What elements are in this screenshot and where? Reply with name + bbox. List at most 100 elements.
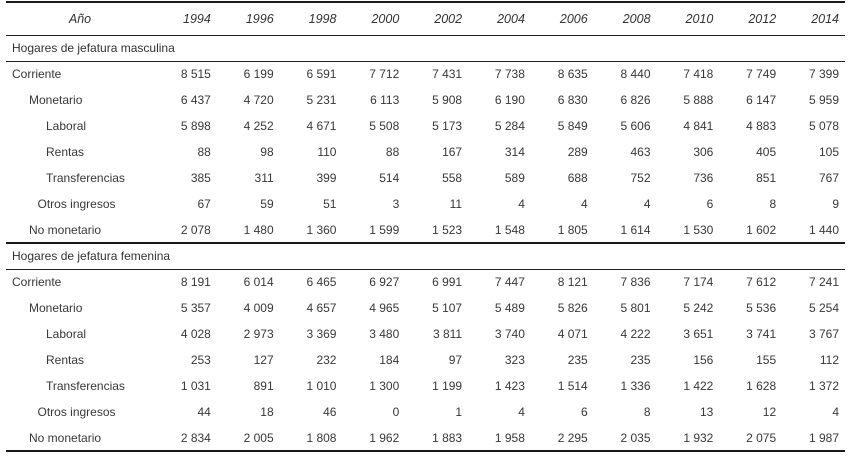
row-label: Rentas: [46, 145, 85, 159]
value-cell: 4 009: [243, 301, 274, 315]
value-cell: 8 635: [557, 67, 588, 82]
value-cell: 323: [504, 353, 525, 367]
value-cell: 4: [518, 405, 525, 419]
row-label: Monetario: [29, 301, 83, 315]
value-cell: 155: [756, 353, 777, 367]
value-cell: 5 254: [808, 301, 839, 315]
value-cell: 4 657: [306, 301, 337, 315]
row-label: Otros ingresos: [37, 197, 116, 211]
value-cell: 2 834: [180, 430, 211, 445]
value-cell: 4 883: [746, 119, 777, 133]
value-cell: 2 295: [557, 430, 588, 445]
value-cell: 3 369: [306, 327, 337, 341]
value-cell: 558: [442, 171, 463, 185]
value-cell: 1 599: [369, 222, 400, 237]
value-cell: 7 431: [432, 67, 463, 82]
value-cell: 7 836: [620, 275, 651, 290]
value-cell: 5 284: [494, 119, 525, 133]
section-title: Hogares de jefatura masculina: [6, 35, 845, 62]
value-cell: 1 958: [494, 430, 525, 445]
table-row: Corriente 8 515 6 199 6 591 7 712 7 431 7 738 8…: [6, 61, 845, 87]
value-cell: 2 075: [746, 430, 777, 445]
value-cell: 688: [567, 171, 588, 185]
table-row: Laboral 4 028 2 973 3 369 3 480 3 811 3 740 4 0…: [6, 321, 845, 347]
value-cell: 6 014: [243, 275, 274, 290]
table-row: Rentas 253 127 232 184 97 323 235 235 156 155 112: [6, 347, 845, 373]
value-cell: 3: [392, 197, 400, 211]
year-column-header: 2014: [782, 2, 845, 36]
year-column-header: 1994: [154, 2, 217, 36]
value-cell: 110: [317, 145, 337, 159]
value-cell: 5 357: [180, 301, 211, 315]
value-cell: 46: [323, 405, 337, 419]
value-cell: 2 035: [620, 430, 651, 445]
year-column-header: 2008: [593, 2, 657, 36]
value-cell: 112: [819, 353, 839, 367]
value-cell: 67: [197, 197, 211, 211]
value-cell: 3 651: [683, 327, 714, 341]
value-cell: 589: [504, 171, 525, 185]
value-cell: 1 614: [620, 222, 651, 237]
value-cell: 4: [832, 405, 839, 419]
value-cell: 4 222: [620, 327, 651, 341]
year-column-header: 2006: [530, 2, 594, 36]
year-column-header: 1996: [216, 2, 280, 36]
value-cell: 156: [693, 353, 714, 367]
table-row: Laboral 5 898 4 252 4 671 5 508 5 173 5 284 5 8…: [6, 113, 845, 139]
value-cell: 8 515: [180, 67, 211, 82]
value-cell: 18: [260, 405, 274, 419]
value-cell: 6 991: [432, 275, 463, 290]
value-cell: 289: [567, 145, 588, 159]
row-label: Corriente: [12, 67, 62, 82]
value-cell: 4 071: [557, 327, 588, 341]
value-cell: 12: [762, 405, 777, 419]
value-cell: 8 121: [557, 275, 588, 290]
table-row: Monetario 6 437 4 720 5 231 6 113 5 908 6 190 6…: [6, 87, 845, 113]
value-cell: 8: [769, 197, 777, 211]
value-cell: 6: [706, 197, 714, 211]
value-cell: 105: [818, 145, 839, 159]
table-row: Transferencias 385 311 399 514 558 589 688 752 73…: [6, 165, 845, 191]
value-cell: 4 720: [243, 93, 274, 107]
value-cell: 3 740: [494, 327, 525, 341]
value-cell: 306: [693, 145, 714, 159]
value-cell: 0: [392, 405, 400, 419]
value-cell: 6: [581, 405, 588, 419]
year-column-header: 2012: [719, 2, 783, 36]
table-row: Rentas 88 98 110 88 167 314 289 463 306 405 105: [6, 139, 845, 165]
value-cell: 1 372: [808, 379, 839, 393]
value-cell: 7 738: [494, 67, 525, 82]
table-row: No monetario 2 078 1 480 1 360 1 599 1 523 1 5…: [6, 217, 845, 243]
row-label: Laboral: [46, 327, 87, 341]
value-cell: 98: [260, 145, 274, 159]
table-row: Otros ingresos 44 18 46 0 1 4 6 8 13 12 4: [6, 399, 845, 425]
value-cell: 7 612: [746, 275, 777, 290]
value-cell: 4 965: [369, 301, 400, 315]
value-cell: 891: [253, 379, 274, 393]
value-cell: 5 606: [620, 119, 651, 133]
row-label: Rentas: [46, 353, 85, 367]
value-cell: 752: [630, 171, 651, 185]
year-column-header: 2000: [342, 2, 406, 36]
value-cell: 314: [504, 145, 525, 159]
value-cell: 88: [385, 145, 400, 159]
value-cell: 1 300: [369, 379, 400, 393]
year-column-header: 1998: [279, 2, 343, 36]
row-label: Transferencias: [46, 379, 125, 393]
value-cell: 3 480: [369, 327, 400, 341]
value-cell: 405: [756, 145, 777, 159]
row-label: No monetario: [29, 430, 102, 445]
value-cell: 127: [253, 353, 274, 367]
value-cell: 1 422: [683, 379, 714, 393]
value-cell: 4: [518, 197, 525, 211]
value-cell: 6 927: [369, 275, 400, 290]
value-cell: 7 447: [494, 275, 525, 290]
value-cell: 463: [630, 145, 651, 159]
value-cell: 51: [323, 197, 337, 211]
row-label: Transferencias: [46, 171, 125, 185]
value-cell: 851: [756, 171, 777, 185]
value-cell: 6 437: [180, 93, 211, 107]
value-cell: 1 808: [306, 430, 337, 445]
value-cell: 5 242: [683, 301, 714, 315]
